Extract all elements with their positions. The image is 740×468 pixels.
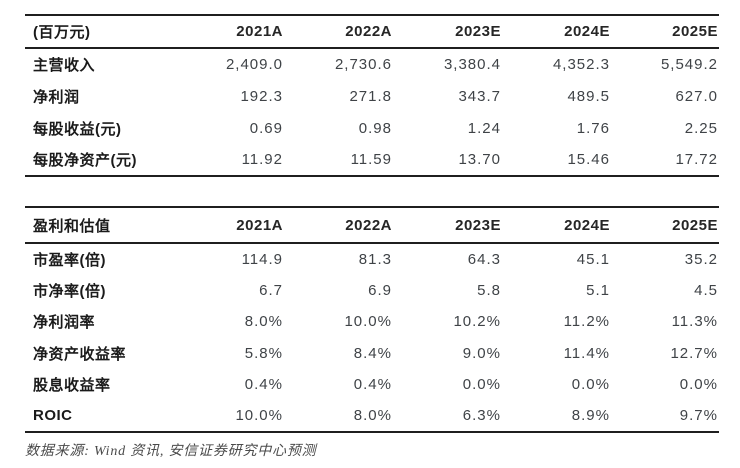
cell-value: 11.2% [563, 313, 610, 331]
column-header-2025e: 2025E [611, 15, 719, 49]
cell-value: 10.0% [235, 407, 283, 425]
cell-value: 0.98 [358, 119, 392, 137]
cell-value: 12.7% [670, 344, 718, 362]
cell-value: 0.4% [244, 376, 283, 394]
row-label: ROIC [33, 407, 73, 425]
valuation-table-title: 盈利和估值 [25, 207, 175, 244]
income-forecast-table: (百万元) 2021A 2022A 2023E 2024E 2025E 主营收入… [25, 14, 719, 177]
row-label: 市盈率(倍) [33, 251, 106, 269]
column-header-2021a: 2021A [175, 207, 284, 244]
table-header-row: 盈利和估值 2021A 2022A 2023E 2024E 2025E [25, 207, 719, 244]
column-header-2022a: 2022A [284, 15, 393, 49]
table-row-net-margin: 净利润率 8.0% 10.0% 10.2% 11.2% 11.3% [25, 306, 719, 338]
column-header-2021a: 2021A [175, 15, 284, 49]
cell-value: 3,380.4 [443, 56, 501, 73]
cell-value: 0.0% [571, 376, 610, 394]
table-row-pe: 市盈率(倍) 114.9 81.3 64.3 45.1 35.2 [25, 243, 719, 275]
cell-value: 1.76 [576, 119, 610, 137]
cell-value: 11.92 [241, 151, 283, 168]
column-header-2025e: 2025E [611, 207, 719, 244]
cell-value: 35.2 [684, 250, 718, 268]
table-row-net-profit: 净利润 192.3 271.8 343.7 489.5 627.0 [25, 80, 719, 112]
cell-value: 114.9 [241, 250, 283, 268]
cell-value: 9.7% [679, 407, 718, 425]
table-row-eps: 每股收益(元) 0.69 0.98 1.24 1.76 2.25 [25, 112, 719, 144]
column-header-2023e: 2023E [393, 15, 502, 49]
column-header-2024e: 2024E [502, 207, 611, 244]
row-label: 净利润 [33, 88, 80, 106]
table-row-bvps: 每股净资产(元) 11.92 11.59 13.70 15.46 17.72 [25, 144, 719, 176]
cell-value: 11.3% [671, 313, 718, 331]
cell-value: 10.0% [344, 313, 392, 331]
row-label: 每股收益(元) [33, 120, 122, 138]
cell-value: 11.4% [563, 344, 610, 362]
cell-value: 8.4% [353, 344, 392, 362]
table-header-row: (百万元) 2021A 2022A 2023E 2024E 2025E [25, 15, 719, 49]
cell-value: 627.0 [675, 87, 718, 105]
row-label: 每股净资产(元) [33, 152, 137, 169]
cell-value: 9.0% [462, 344, 501, 362]
cell-value: 0.0% [679, 376, 718, 394]
cell-value: 15.46 [567, 151, 610, 168]
cell-value: 0.0% [462, 376, 501, 394]
cell-value: 0.4% [353, 376, 392, 394]
cell-value: 6.7 [259, 281, 283, 299]
cell-value: 81.3 [358, 250, 392, 268]
cell-value: 6.3% [462, 407, 501, 425]
cell-value: 64.3 [467, 250, 501, 268]
cell-value: 271.8 [349, 87, 392, 105]
table-row-roic: ROIC 10.0% 8.0% 6.3% 8.9% 9.7% [25, 401, 719, 433]
cell-value: 4.5 [694, 281, 718, 299]
cell-value: 343.7 [458, 87, 501, 105]
cell-value: 0.69 [249, 119, 283, 137]
cell-value: 5.1 [586, 281, 610, 299]
cell-value: 13.70 [458, 151, 501, 168]
column-header-2023e: 2023E [393, 207, 502, 244]
cell-value: 4,352.3 [552, 56, 610, 73]
cell-value: 17.72 [675, 151, 718, 168]
row-label: 市净率(倍) [33, 282, 106, 300]
row-label: 主营收入 [33, 57, 96, 74]
data-source-note: 数据来源: Wind 资讯, 安信证券研究中心预测 [25, 444, 317, 459]
cell-value: 1.24 [467, 119, 501, 137]
cell-value: 5,549.2 [660, 56, 718, 73]
cell-value: 8.0% [353, 407, 392, 425]
cell-value: 11.59 [350, 151, 392, 168]
cell-value: 2.25 [684, 119, 718, 137]
cell-value: 5.8 [477, 281, 501, 299]
column-header-2022a: 2022A [284, 207, 393, 244]
column-header-2024e: 2024E [502, 15, 611, 49]
table-row-pb: 市净率(倍) 6.7 6.9 5.8 5.1 4.5 [25, 275, 719, 307]
cell-value: 8.0% [244, 313, 283, 331]
row-label: 净利润率 [33, 314, 96, 332]
unit-label: (百万元) [25, 15, 175, 49]
table-row-revenue: 主营收入 2,409.0 2,730.6 3,380.4 4,352.3 5,5… [25, 48, 719, 80]
table-row-dividend-yield: 股息收益率 0.4% 0.4% 0.0% 0.0% 0.0% [25, 369, 719, 401]
valuation-table: 盈利和估值 2021A 2022A 2023E 2024E 2025E 市盈率(… [25, 206, 719, 433]
cell-value: 45.1 [576, 250, 610, 268]
cell-value: 6.9 [368, 281, 392, 299]
cell-value: 192.3 [240, 87, 283, 105]
cell-value: 489.5 [567, 87, 610, 105]
cell-value: 10.2% [453, 313, 501, 331]
row-label: 股息收益率 [33, 377, 111, 395]
row-label: 净资产收益率 [33, 345, 127, 363]
cell-value: 2,409.0 [225, 56, 283, 73]
cell-value: 2,730.6 [334, 56, 392, 73]
table-row-roe: 净资产收益率 5.8% 8.4% 9.0% 11.4% 12.7% [25, 338, 719, 370]
cell-value: 5.8% [244, 344, 283, 362]
cell-value: 8.9% [571, 407, 610, 425]
